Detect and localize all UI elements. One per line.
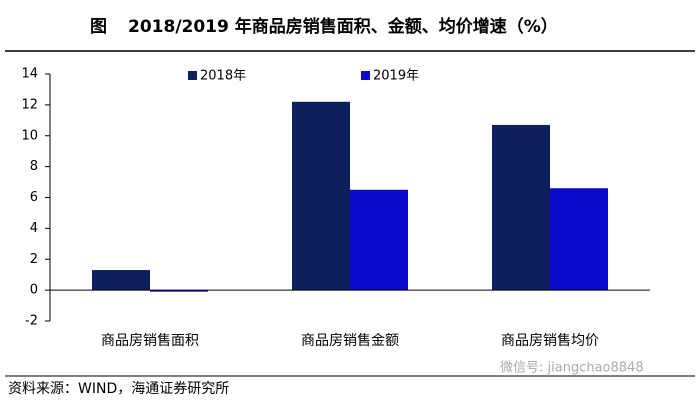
legend-swatch	[188, 71, 197, 80]
source-note: 资料来源：WIND，海通证券研究所	[8, 381, 229, 397]
legend-label: 2019年	[373, 69, 419, 84]
bar	[92, 270, 150, 291]
x-tick-label: 商品房销售面积	[101, 333, 199, 349]
legend-swatch	[361, 71, 370, 80]
y-tick-label: -2	[25, 314, 38, 329]
watermark: 微信号: jiangchao8848	[500, 361, 644, 376]
y-tick-label: 0	[30, 283, 38, 298]
y-tick-label: 8	[30, 159, 38, 174]
legend-label: 2018年	[200, 69, 246, 84]
x-tick-label: 商品房销售金额	[301, 333, 399, 349]
y-tick-label: 14	[21, 67, 38, 82]
bar	[492, 124, 550, 291]
y-tick-label: 2	[30, 252, 38, 267]
bar	[550, 188, 608, 291]
y-tick-label: 12	[21, 97, 38, 112]
bar	[292, 101, 350, 291]
y-tick-label: 6	[30, 190, 38, 205]
bar	[150, 290, 208, 292]
y-tick-label: 4	[30, 221, 38, 236]
bar	[350, 189, 408, 291]
y-tick-label: 10	[21, 128, 38, 143]
figure-label: 图	[90, 17, 107, 37]
x-tick-label: 商品房销售均价	[501, 333, 599, 349]
chart-title: 2018/2019 年商品房销售面积、金额、均价增速（%）	[128, 16, 558, 37]
